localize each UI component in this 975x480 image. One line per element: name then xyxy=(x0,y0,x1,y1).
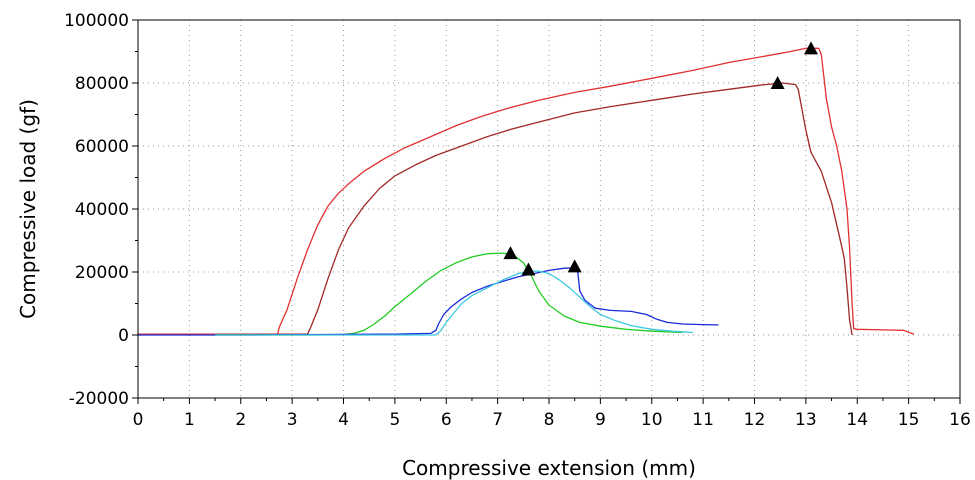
x-tick-label: 3 xyxy=(287,410,298,430)
x-tick-label: 2 xyxy=(235,410,246,430)
peak-marker-1 xyxy=(804,41,819,55)
y-tick-label: 20000 xyxy=(75,263,129,283)
grid-layer xyxy=(138,20,960,398)
peak-marker-3 xyxy=(503,246,518,260)
x-tick-label: 8 xyxy=(544,410,555,430)
y-axis-title: Compressive load (gf) xyxy=(16,99,40,319)
x-axis-title: Compressive extension (mm) xyxy=(402,456,696,480)
plot-frame xyxy=(137,19,961,399)
series-line-4 xyxy=(138,267,719,336)
x-tick-label: 9 xyxy=(595,410,606,430)
x-tick-label: 12 xyxy=(744,410,766,430)
tick-layer: 0 1 2 3 4 5 6 7 8 9 10 11 12 13 14 15 16-200000200004000… xyxy=(64,11,971,430)
y-tick-label: -20000 xyxy=(69,389,129,409)
series-line-3 xyxy=(215,252,683,336)
y-tick-label: 60000 xyxy=(75,137,129,157)
x-tick-label: 11 xyxy=(692,410,714,430)
x-tick-label: 7 xyxy=(492,410,503,430)
series-layer xyxy=(138,47,915,336)
peak-marker-2 xyxy=(770,76,785,89)
peak-marker-5 xyxy=(521,262,536,276)
x-tick-label: 16 xyxy=(949,410,971,430)
y-tick-label: 80000 xyxy=(75,74,129,94)
y-tick-label: 100000 xyxy=(64,11,129,31)
x-tick-label: 1 xyxy=(184,410,195,430)
series-line-5 xyxy=(215,270,693,336)
x-tick-label: 0 xyxy=(133,410,144,430)
series-line-2 xyxy=(215,82,853,336)
series-line-1 xyxy=(138,47,915,335)
x-tick-label: 14 xyxy=(846,410,868,430)
x-tick-label: 15 xyxy=(898,410,920,430)
y-tick-label: 0 xyxy=(118,326,129,346)
x-tick-label: 4 xyxy=(338,410,349,430)
peak-marker-4 xyxy=(567,259,582,273)
x-tick-label: 5 xyxy=(389,410,400,430)
x-tick-label: 10 xyxy=(641,410,663,430)
peak-marker-layer xyxy=(503,41,819,276)
x-tick-label: 13 xyxy=(795,410,817,430)
x-tick-label: 6 xyxy=(441,410,452,430)
y-tick-label: 40000 xyxy=(75,200,129,220)
